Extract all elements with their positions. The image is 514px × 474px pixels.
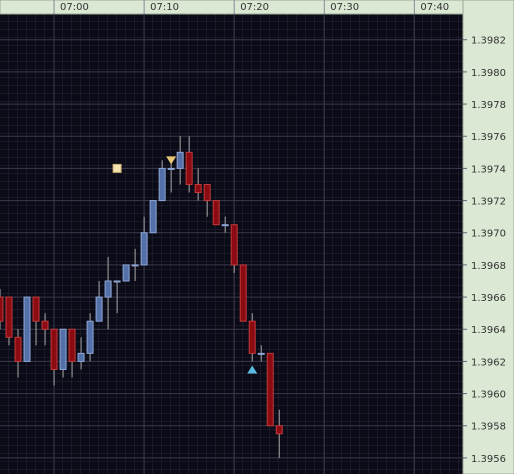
candle-body (59, 328, 67, 370)
candle-body (68, 328, 76, 362)
candle-body (167, 167, 175, 170)
candle-body (266, 352, 274, 427)
candle-body (23, 296, 31, 362)
candle-body (221, 224, 229, 227)
y-tick-label: 1.3972 (471, 197, 506, 208)
candle-body (149, 200, 157, 234)
marker (247, 365, 258, 374)
y-tick-label: 1.3956 (471, 454, 506, 465)
candle-body (185, 151, 193, 185)
x-tick-label: 07:30 (330, 2, 359, 13)
y-tick-label: 1.3982 (471, 36, 506, 47)
candle-body (248, 320, 256, 354)
marker (112, 163, 122, 173)
candle-body (14, 336, 22, 362)
y-tick-label: 1.3968 (471, 261, 506, 272)
candle-body (95, 296, 103, 322)
candle-body (194, 183, 202, 194)
y-tick-label: 1.3964 (471, 325, 506, 336)
y-tick-label: 1.3962 (471, 357, 506, 368)
candle-body (0, 296, 4, 322)
candle-body (41, 320, 49, 330)
y-tick-label: 1.3978 (471, 100, 506, 111)
candle-body (230, 224, 238, 266)
candle-body (257, 352, 265, 355)
candle-body (176, 151, 184, 169)
candle-body (239, 264, 247, 322)
y-tick-label: 1.3970 (471, 229, 506, 240)
y-tick-label: 1.3980 (471, 68, 506, 79)
candle-body (113, 280, 121, 283)
candle-body (203, 183, 211, 202)
y-tick-label: 1.3960 (471, 390, 506, 401)
candle-body (32, 296, 40, 322)
marker (166, 156, 177, 165)
x-tick-label: 07:10 (150, 2, 179, 13)
x-tick-label: 07:00 (60, 2, 89, 13)
candle-body (275, 425, 283, 435)
candle-body (158, 167, 166, 202)
candle-body (77, 352, 85, 362)
x-tick-label: 07:40 (420, 2, 449, 13)
y-tick-label: 1.3976 (471, 132, 506, 143)
price-axis (462, 0, 514, 474)
candle-body (122, 264, 130, 282)
y-tick-label: 1.3966 (471, 293, 506, 304)
candle-body (86, 320, 94, 354)
candle-body (50, 328, 58, 370)
candle-body (5, 296, 13, 338)
candle-body (140, 232, 148, 266)
candle-body (212, 200, 220, 226)
y-tick-label: 1.3958 (471, 422, 506, 433)
candle-body (131, 264, 139, 267)
x-tick-label: 07:20 (240, 2, 269, 13)
candle-body (104, 280, 112, 298)
y-tick-label: 1.3974 (471, 164, 506, 175)
